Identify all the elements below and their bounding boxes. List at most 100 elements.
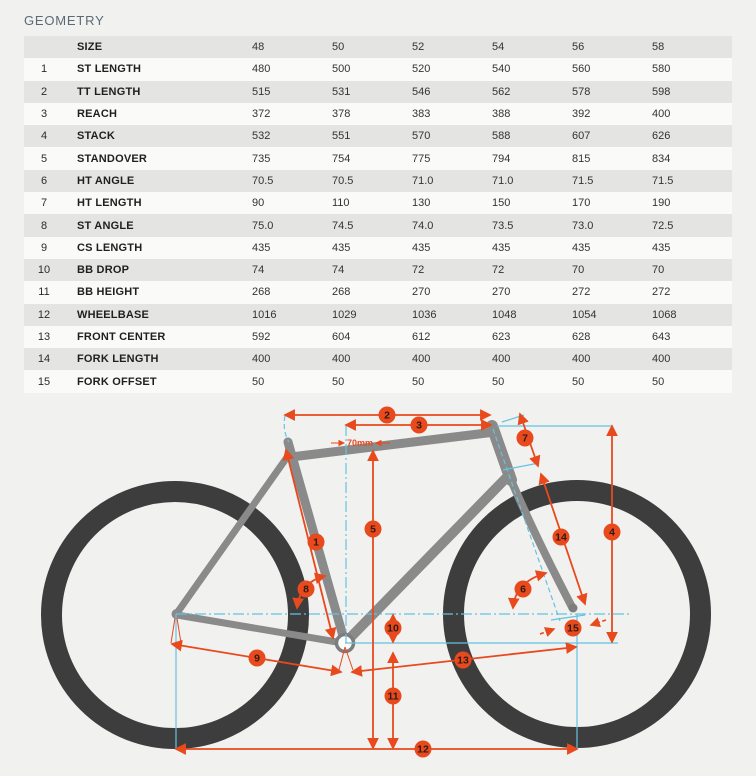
row-number: 5 [40, 152, 48, 165]
badge-bb-drop: 10 [384, 619, 402, 637]
row-value: 735 [252, 152, 271, 165]
row-value: 71.5 [572, 174, 594, 187]
bike-geometry-diagram: 70mm 1 2 3 4 5 6 7 8 9 10 11 12 13 14 15 [41, 406, 711, 758]
row-value: 580 [652, 63, 671, 76]
badge-stack: 4 [603, 523, 621, 541]
row-value: 50 [412, 375, 425, 388]
table-row: SIZE 48 50 52 54 56 58 [24, 36, 732, 59]
row-label: ST ANGLE [77, 219, 134, 232]
row-value: 560 [572, 63, 591, 76]
table-row: 2 TT LENGTH 515 531 546 562 578 598 [24, 80, 732, 103]
row-value: 1054 [572, 308, 597, 321]
row-value: 435 [652, 241, 671, 254]
row-value: 372 [252, 108, 271, 121]
row-value: 190 [652, 197, 671, 210]
ext-bb-a [338, 646, 346, 670]
ext-rear-axle-b [176, 617, 182, 643]
row-value: 90 [252, 197, 265, 210]
row-value: 592 [252, 331, 271, 343]
svg-text:4: 4 [609, 526, 615, 538]
row-value: 392 [572, 108, 591, 121]
row-label: REACH [77, 108, 118, 121]
row-label: FORK OFFSET [77, 375, 157, 388]
row-value: 775 [412, 152, 431, 165]
row-value: 612 [412, 331, 431, 343]
dim-fork-offset-left [539, 626, 556, 637]
row-value: 150 [492, 197, 511, 210]
row-value: 400 [412, 353, 431, 366]
row-label: CS LENGTH [77, 241, 143, 254]
row-value: 480 [252, 63, 271, 76]
geometry-table: SIZE 48 50 52 54 56 58 1 ST LENGTH 480 500 520 540 56… [24, 36, 732, 393]
row-value: 170 [572, 197, 591, 210]
row-value: 54 [492, 41, 505, 54]
row-value: 435 [332, 241, 351, 254]
row-value: 626 [652, 130, 671, 143]
dim-fork-offset-right [589, 617, 607, 627]
row-label: HT ANGLE [77, 174, 135, 187]
row-value: 50 [252, 375, 265, 388]
table-row: 15 FORK OFFSET 50 50 50 50 50 50 [24, 370, 732, 393]
row-label: FRONT CENTER [77, 331, 166, 343]
table-row: 10 BB DROP 74 74 72 72 70 70 [24, 258, 732, 282]
row-value: 400 [492, 353, 511, 366]
row-value: 72 [412, 264, 425, 277]
badge-cs-length: 9 [248, 649, 266, 667]
row-value: 515 [252, 85, 271, 98]
row-label: STACK [77, 130, 116, 143]
svg-text:9: 9 [254, 652, 260, 664]
row-value: 48 [252, 41, 265, 54]
row-value: 272 [652, 286, 671, 299]
row-number: 12 [37, 308, 51, 321]
row-value: 71.5 [652, 174, 674, 187]
row-value: 400 [332, 353, 351, 366]
svg-text:1: 1 [313, 536, 319, 548]
row-value: 110 [332, 197, 350, 210]
badge-st-length: 1 [307, 533, 325, 551]
bike-frame [171, 419, 578, 653]
row-number: 8 [40, 219, 48, 232]
row-number: 9 [40, 241, 48, 254]
row-value: 540 [492, 63, 511, 76]
row-value: 50 [332, 41, 345, 54]
geometry-section: GEOMETRY SIZE 48 50 52 54 56 58 1 ST LENGTH 480 50… [0, 13, 756, 776]
ext-rear-axle-a [170, 617, 176, 643]
row-value: 834 [652, 152, 671, 165]
row-number: 7 [40, 197, 48, 210]
row-value: 75.0 [252, 219, 274, 232]
svg-text:5: 5 [370, 523, 376, 535]
row-value: 400 [572, 353, 591, 366]
row-value: 754 [332, 152, 351, 165]
row-label: BB DROP [77, 264, 130, 277]
seventy-mm-label: 70mm [347, 438, 373, 448]
row-value: 400 [652, 353, 671, 366]
row-value: 400 [252, 353, 271, 366]
row-value: 270 [412, 286, 431, 299]
row-value: 74 [252, 264, 265, 277]
row-number [24, 36, 64, 58]
svg-text:11: 11 [387, 690, 398, 702]
row-value: 435 [492, 241, 511, 254]
svg-text:15: 15 [567, 622, 579, 634]
row-label: STANDOVER [77, 152, 148, 165]
table-row: 4 STACK 532 551 570 588 607 626 [24, 125, 732, 148]
row-value: 70 [572, 264, 585, 277]
row-value: 435 [572, 241, 591, 254]
down-tube [340, 468, 515, 648]
table-row: 9 CS LENGTH 435 435 435 435 435 435 [24, 236, 732, 259]
row-label: SIZE [77, 41, 103, 54]
row-value: 520 [412, 63, 431, 76]
badge-fork-offset: 15 [564, 619, 582, 637]
badge-wheelbase: 12 [414, 740, 432, 758]
badge-ht-angle: 6 [514, 580, 532, 598]
row-value: 74.5 [332, 219, 354, 232]
page-title: GEOMETRY [24, 13, 105, 28]
table-row: 14 FORK LENGTH 400 400 400 400 400 400 [24, 348, 732, 371]
ext-bb-b [344, 646, 354, 670]
fork-offset-tick [550, 614, 586, 621]
badge-standover: 5 [364, 520, 382, 538]
table-row: 7 HT LENGTH 90 110 130 150 170 190 [24, 192, 732, 215]
svg-text:6: 6 [520, 583, 526, 595]
badge-st-angle: 8 [297, 580, 315, 598]
table-row: 8 ST ANGLE 75.0 74.5 74.0 73.5 73.0 72.5 [24, 214, 732, 237]
